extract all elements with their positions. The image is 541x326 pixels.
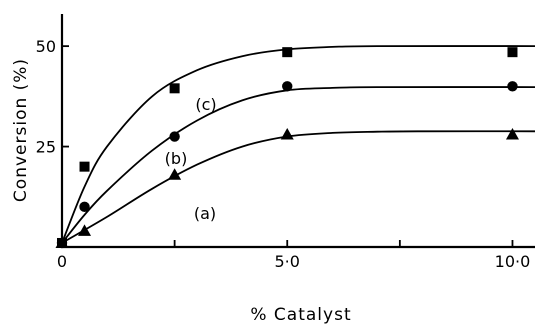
circle-marker [79,201,90,213]
x-tick-label: 5·0 [275,252,300,271]
circle-marker [169,131,180,142]
series-circle-curve [61,86,536,244]
x-tick-label: 10·0 [495,252,531,271]
circle-marker [507,81,518,92]
x-tick-label: 0 [57,252,67,271]
y-tick-label: 50 [36,37,56,56]
triangle-marker [505,128,519,140]
series-label-square: (c) [195,95,216,114]
triangle-marker [280,128,294,140]
series-curves [61,45,536,244]
square-marker [169,83,180,94]
y-tick-label: 25 [36,138,56,157]
triangle-marker [168,168,182,180]
series-square-curve [61,45,536,244]
series-label-circle: (b) [165,149,188,168]
square-marker [507,47,518,58]
y-axis-title: Conversion (%) [11,58,31,202]
series-label-triangle: (a) [194,204,216,223]
x-axis-title: % Catalyst [250,305,351,325]
series-labels: (a) (b) (c) [165,95,217,223]
square-marker [57,237,67,248]
square-marker [282,47,293,58]
square-marker [79,161,90,172]
circle-marker [282,81,293,92]
series-markers [55,47,519,249]
triangle-marker [78,224,92,236]
series-triangle-curve [61,130,536,244]
